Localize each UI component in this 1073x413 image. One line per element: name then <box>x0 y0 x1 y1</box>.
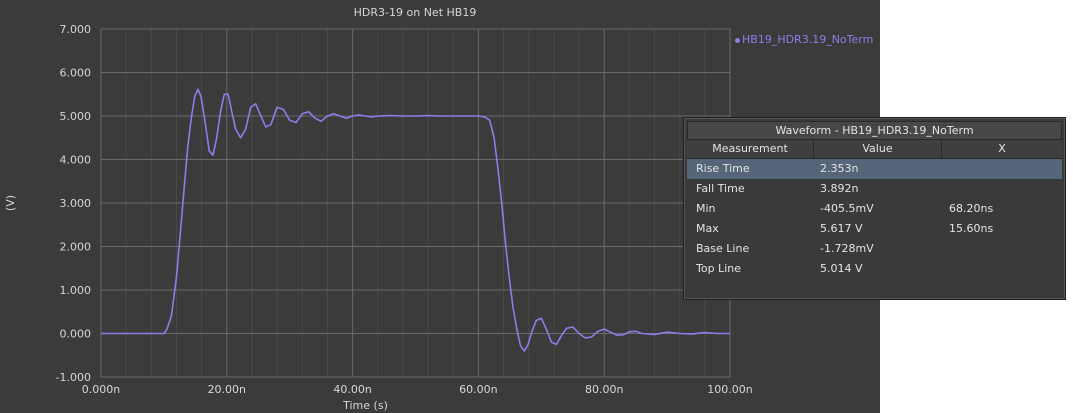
x-tick-label: 80.00n <box>585 383 623 396</box>
series-line[interactable] <box>101 88 730 352</box>
measurement-name: Base Line <box>696 242 750 255</box>
measurement-table-header: Measurement Value X <box>687 140 1062 159</box>
y-tick-label: 0.000 <box>60 328 92 341</box>
measurement-value: 5.617 V <box>820 222 863 235</box>
legend-label: HB19_HDR3.19_NoTerm <box>742 33 874 46</box>
measurement-name: Rise Time <box>696 162 750 175</box>
x-tick-label: 40.00n <box>333 383 371 396</box>
x-tick-label: 100.00n <box>707 383 752 396</box>
column-header-x[interactable]: X <box>998 142 1006 155</box>
table-row[interactable]: Rise Time 2.353n <box>687 159 1062 179</box>
measurement-name: Max <box>696 222 719 235</box>
table-row[interactable]: Max 5.617 V 15.60ns <box>687 219 1062 239</box>
legend-item[interactable]: HB19_HDR3.19_NoTerm <box>735 33 873 46</box>
table-row[interactable]: Top Line 5.014 V <box>687 259 1062 279</box>
measurement-value: -405.5mV <box>820 202 874 215</box>
y-tick-label: 6.000 <box>60 67 92 80</box>
column-header-value[interactable]: Value <box>814 140 942 158</box>
waveform-chart[interactable]: 0.000n 20.00n 40.00n 60.00n 80.00n 100.00n -1.… <box>0 0 880 413</box>
measurement-name: Min <box>696 202 716 215</box>
x-tick-label: 0.000n <box>82 383 120 396</box>
measurement-name: Top Line <box>696 262 741 275</box>
measurement-x <box>940 179 1062 199</box>
y-tick-label: 5.000 <box>60 110 92 123</box>
measurement-x <box>940 239 1062 259</box>
y-tick-label: 2.000 <box>60 241 92 254</box>
measurement-x <box>940 259 1062 279</box>
legend-marker-icon <box>735 37 740 43</box>
y-tick-label: 1.000 <box>60 284 92 297</box>
y-tick-label: -1.000 <box>56 371 91 384</box>
table-row[interactable]: Min -405.5mV 68.20ns <box>687 199 1062 219</box>
measurement-name: Fall Time <box>696 182 745 195</box>
x-tick-label: 60.00n <box>459 383 497 396</box>
column-header-measurement[interactable]: Measurement <box>687 140 814 158</box>
y-tick-label: 4.000 <box>60 154 92 167</box>
measurement-x <box>940 159 1062 179</box>
y-tick-label: 7.000 <box>60 23 92 36</box>
measurement-value: 3.892n <box>820 182 859 195</box>
measurement-panel-title: Waveform - HB19_HDR3.19_NoTerm <box>687 121 1062 140</box>
x-tick-label: 20.00n <box>208 383 246 396</box>
x-axis-label: Time (s) <box>342 399 388 412</box>
chart-title: HDR3-19 on Net HB19 <box>353 6 477 19</box>
measurement-value: 5.014 V <box>820 262 863 275</box>
measurement-panel: Waveform - HB19_HDR3.19_NoTerm Measureme… <box>683 117 1066 300</box>
table-row[interactable]: Fall Time 3.892n <box>687 179 1062 199</box>
y-tick-label: 3.000 <box>60 197 92 210</box>
measurement-x: 68.20ns <box>949 202 994 215</box>
measurement-x: 15.60ns <box>949 222 994 235</box>
y-axis-label: (V) <box>4 195 17 211</box>
table-row[interactable]: Base Line -1.728mV <box>687 239 1062 259</box>
measurement-value: 2.353n <box>820 162 859 175</box>
measurement-value: -1.728mV <box>820 242 874 255</box>
